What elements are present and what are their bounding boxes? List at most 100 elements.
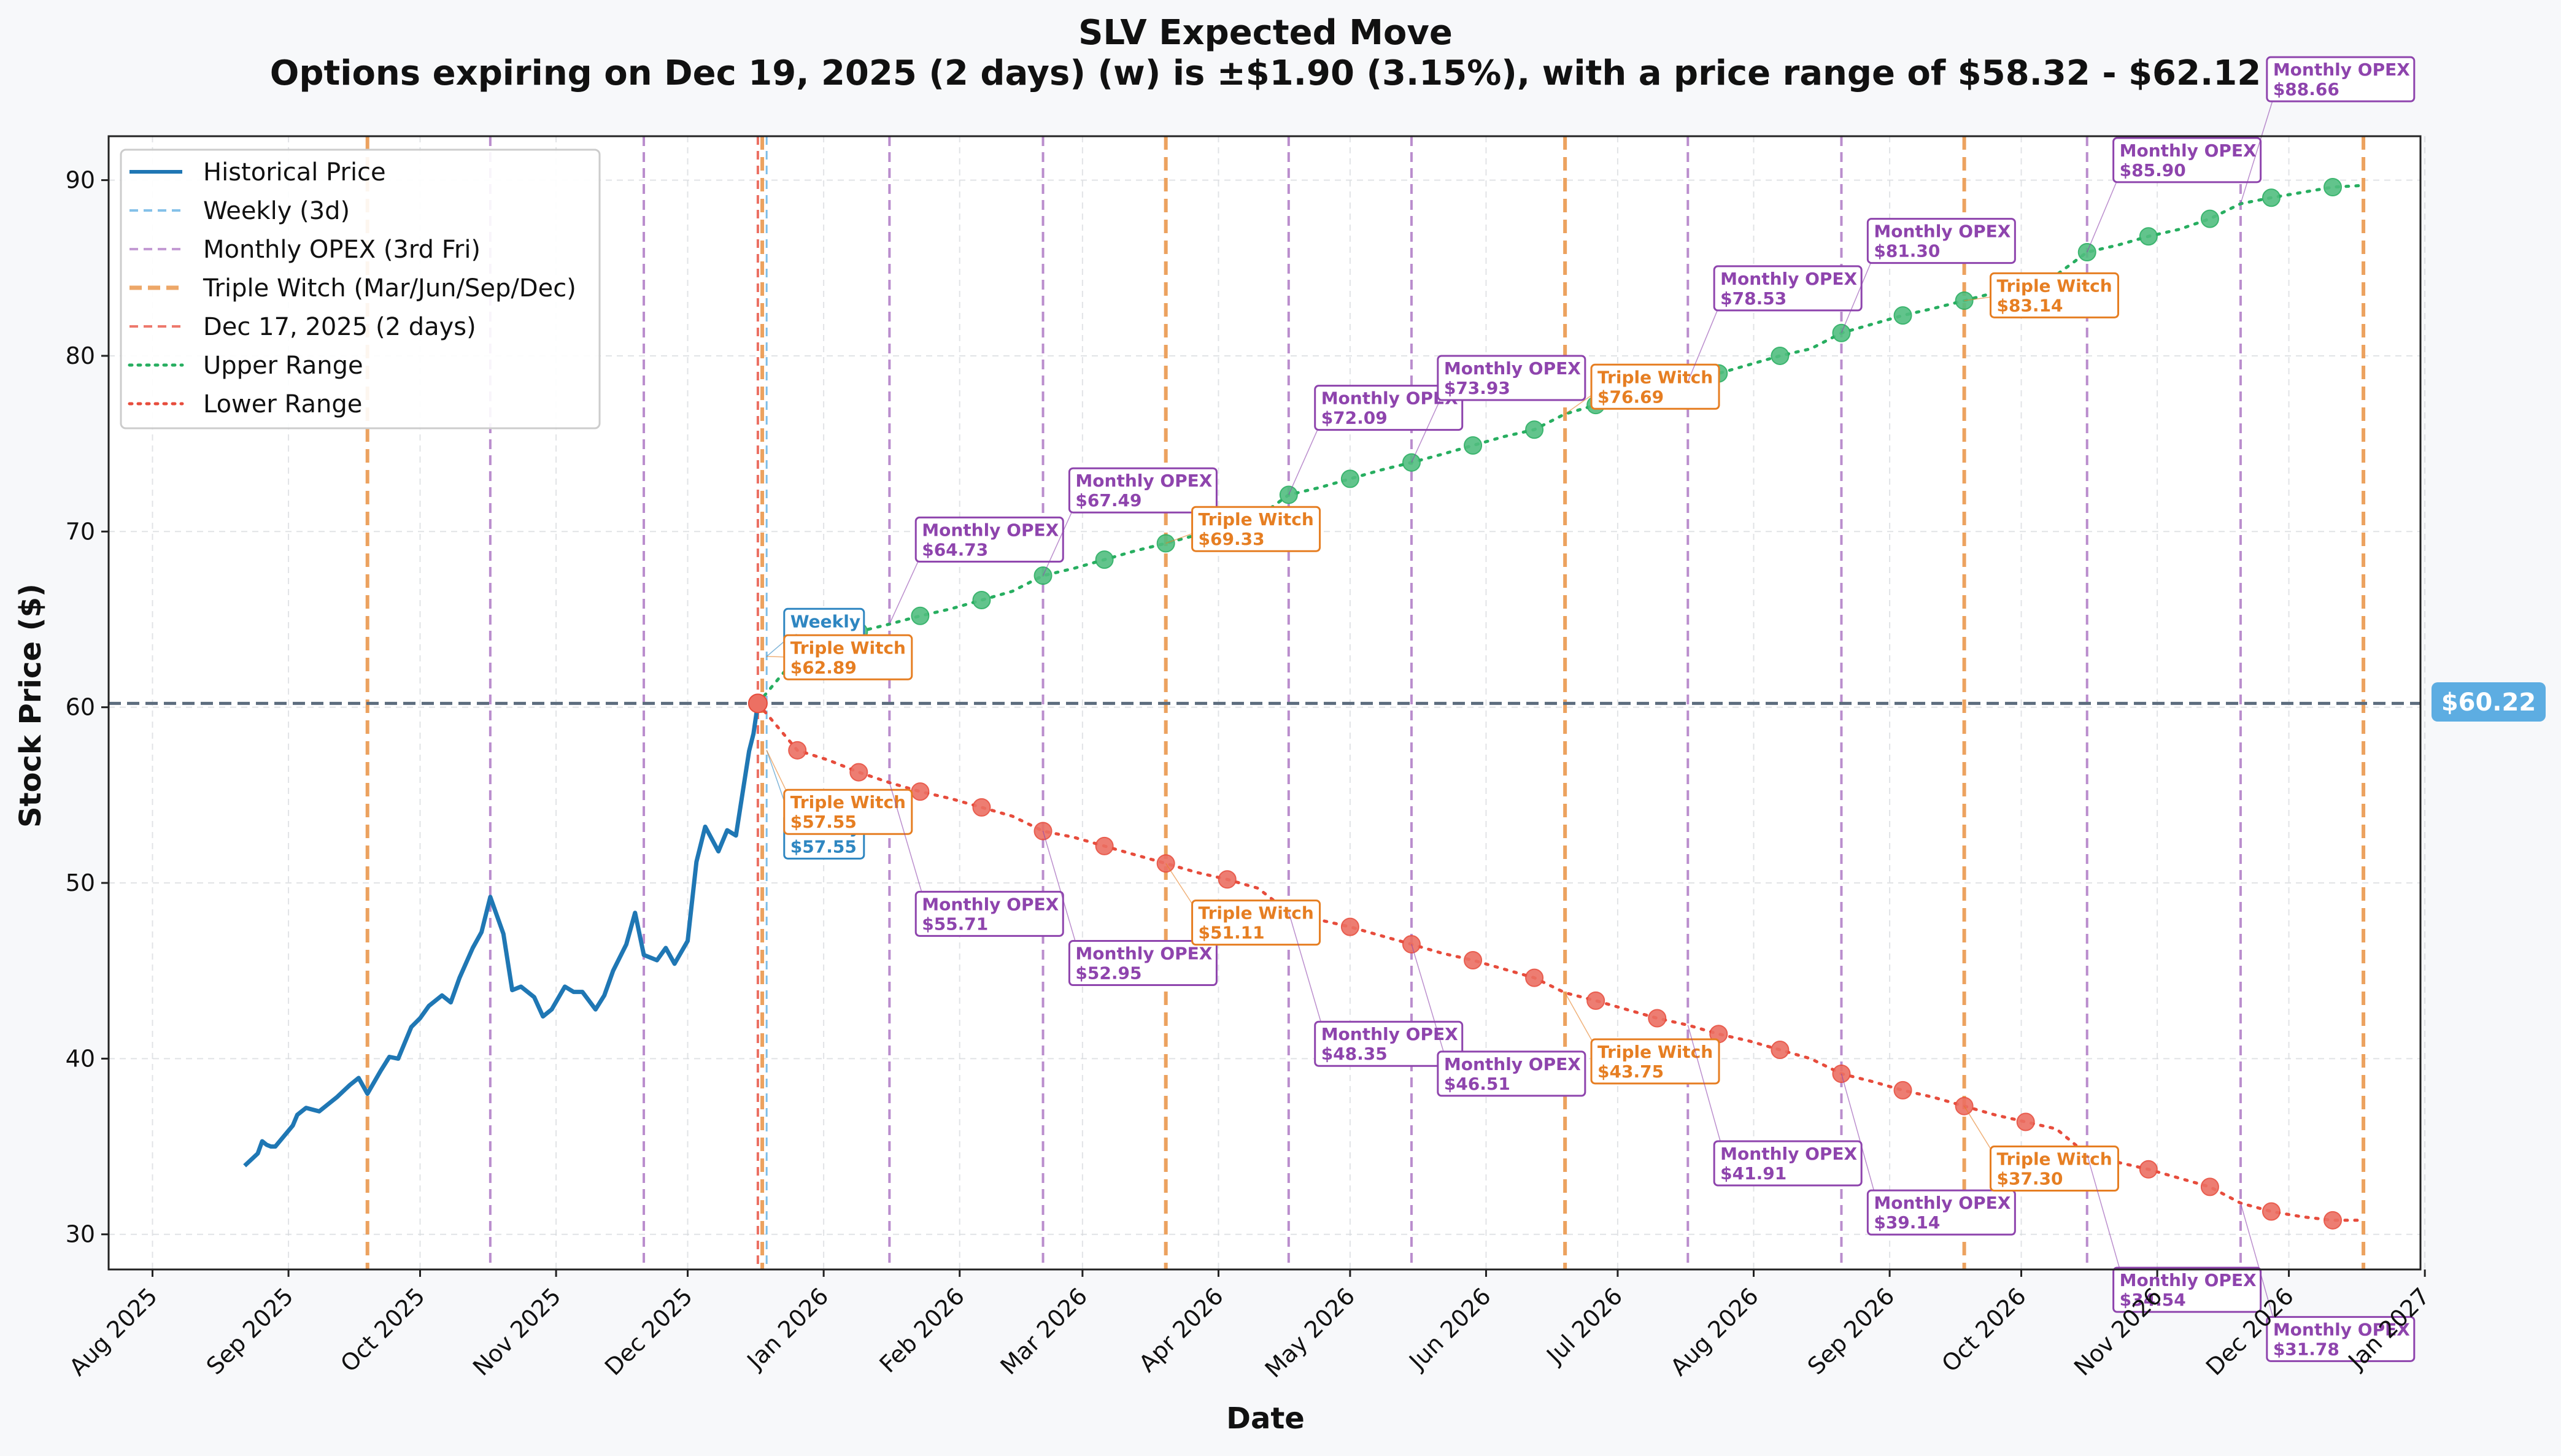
- monthly-annotation-title: Monthly OPEX: [2120, 1270, 2257, 1290]
- triple-annotation-value: $37.30: [1996, 1169, 2063, 1189]
- legend-label: Lower Range: [203, 390, 362, 418]
- monthly-annotation-box: [1068, 467, 1218, 514]
- triple-annotation-value: $69.33: [1199, 529, 1265, 549]
- triple-annotation-value: $83.14: [1996, 295, 2063, 315]
- monthly-annotation-box: [2112, 137, 2262, 183]
- legend-box: [120, 148, 601, 429]
- triple-annotation-title: Triple Witch: [1996, 275, 2112, 296]
- monthly-annotation-title: Monthly OPEX: [922, 520, 1059, 540]
- monthly-annotation-value: $64.73: [922, 539, 988, 560]
- monthly-annotation-box: [1866, 1189, 2016, 1236]
- monthly-annotation-value: $48.35: [1321, 1044, 1388, 1064]
- upper-range-point: [1095, 550, 1114, 569]
- current-price-point: [747, 693, 768, 714]
- monthly-annotation-title: Monthly OPEX: [2273, 1319, 2410, 1339]
- monthly-annotation-title: Monthly OPEX: [1321, 1024, 1458, 1044]
- lower-range-point: [2262, 1202, 2281, 1221]
- monthly-annotation-title: Monthly OPEX: [1874, 1193, 2011, 1213]
- upper-range-point: [972, 590, 991, 609]
- triple-annotation-title: Triple Witch: [1996, 1149, 2112, 1169]
- current-price-badge: $60.22: [2432, 682, 2546, 722]
- triple-annotation-title: Triple Witch: [790, 637, 906, 658]
- lower-range-point: [1525, 968, 1544, 987]
- monthly-annotation-title: Monthly OPEX: [1444, 358, 1581, 379]
- monthly-annotation-title: Monthly OPEX: [2273, 60, 2410, 80]
- triple-annotation-title: Triple Witch: [1597, 367, 1713, 387]
- plot-frame: [107, 135, 2422, 1271]
- monthly-annotation-value: $34.54: [2120, 1290, 2186, 1310]
- upper-range-point: [1771, 346, 1790, 365]
- lower-range-point: [1095, 836, 1114, 855]
- current-price-badge-box: [2432, 682, 2546, 722]
- triple-annotation-title: Triple Witch: [790, 792, 906, 812]
- monthly-annotation-value: $88.66: [2273, 79, 2339, 99]
- monthly-annotation-value: $78.53: [1720, 288, 1787, 309]
- y-tick-label: 60: [66, 694, 95, 721]
- grid-layer: [109, 136, 2426, 1269]
- lower-range-point: [1771, 1041, 1790, 1060]
- monthly-annotation-value: $46.51: [1444, 1074, 1510, 1094]
- monthly-annotation-title: Monthly OPEX: [1720, 269, 1857, 289]
- monthly-annotation-title: Monthly OPEX: [1720, 1144, 1857, 1164]
- y-axis-label: Stock Price ($): [14, 584, 48, 828]
- monthly-annotation-value: $67.49: [1075, 490, 1141, 510]
- y-tick-label: 30: [66, 1221, 95, 1248]
- monthly-annotation-box: [2112, 1266, 2262, 1313]
- lower-range-point: [788, 741, 807, 760]
- legend-label: Upper Range: [203, 352, 363, 380]
- monthly-annotation-title: Monthly OPEX: [1075, 471, 1212, 491]
- monthly-annotation-title: Monthly OPEX: [1444, 1054, 1581, 1074]
- y-tick-label: 70: [66, 518, 95, 545]
- upper-range-point: [911, 606, 930, 625]
- upper-range-point: [2200, 209, 2219, 228]
- triple-annotation-box: [1989, 272, 2119, 318]
- lower-range-point: [2016, 1112, 2035, 1131]
- triple-annotation-value: $62.89: [790, 657, 857, 677]
- monthly-annotation-value: $31.78: [2273, 1339, 2339, 1359]
- lower-range-point: [1893, 1080, 1912, 1100]
- x-axis-label: Date: [1226, 1401, 1305, 1436]
- monthly-annotation-box: [2266, 1315, 2416, 1362]
- monthly-annotation-leader: [1687, 1025, 1727, 1164]
- lower-range-point: [2200, 1177, 2219, 1196]
- triple-annotation-box: [1191, 506, 1321, 552]
- lower-range-point: [972, 798, 991, 817]
- monthly-annotation-box: [1713, 265, 1863, 312]
- monthly-annotation-title: Monthly OPEX: [2120, 141, 2257, 161]
- y-tick-label: 50: [66, 869, 95, 896]
- triple-annotation-value: $57.55: [790, 812, 857, 832]
- y-tick-label: 80: [66, 342, 95, 369]
- y-tick-label: 40: [66, 1045, 95, 1072]
- triple-annotation-box: [783, 634, 913, 680]
- monthly-annotation-value: $81.30: [1874, 241, 1940, 261]
- legend-label: Triple Witch (Mar/Jun/Sep/Dec): [203, 274, 576, 302]
- upper-range-point: [1525, 420, 1544, 439]
- monthly-annotation-title: Monthly OPEX: [1321, 388, 1458, 409]
- triple-annotation-title: Triple Witch: [1199, 903, 1314, 923]
- upper-range-point: [1893, 306, 1912, 325]
- historical-price-line: [243, 703, 760, 1168]
- triple-annotation-box: [783, 788, 913, 835]
- upper-range-point: [2262, 188, 2281, 207]
- monthly-annotation-value: $72.09: [1321, 408, 1388, 428]
- monthly-annotation-value: $39.14: [1874, 1212, 1940, 1233]
- lower-range-point: [849, 763, 868, 782]
- triple-annotation-box: [1191, 899, 1321, 946]
- triple-annotation-box: [1590, 363, 1720, 410]
- annotation-layer: Weekly$62.89Triple Witch$62.89Weekly$57.…: [766, 56, 2416, 1362]
- monthly-annotation-box: [1437, 355, 1586, 401]
- monthly-annotation-title: Monthly OPEX: [922, 894, 1059, 914]
- legend-label: Weekly (3d): [203, 197, 350, 225]
- triple-annotation-box: [1989, 1146, 2119, 1192]
- lower-range-point: [911, 782, 930, 801]
- monthly-annotation-box: [1866, 218, 2016, 264]
- lower-range-point: [1218, 870, 1237, 889]
- upper-range-point: [1464, 436, 1483, 455]
- monthly-annotation-box: [914, 516, 1064, 563]
- upper-range-point: [1340, 469, 1359, 488]
- monthly-annotation-box: [1068, 940, 1218, 987]
- triple-annotation-value: $51.11: [1199, 923, 1265, 943]
- chart-subtitle: Options expiring on Dec 19, 2025 (2 days…: [270, 53, 2261, 93]
